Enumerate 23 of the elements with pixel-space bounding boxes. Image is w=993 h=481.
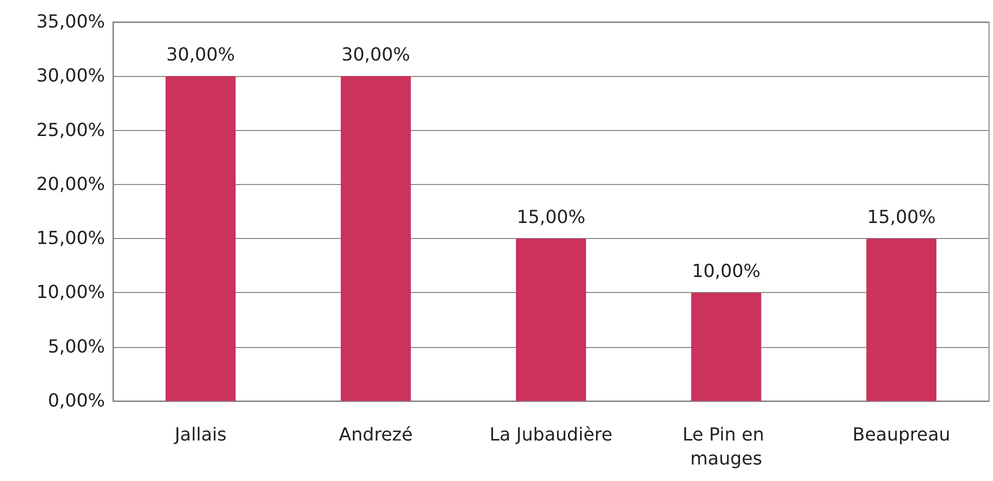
bar bbox=[866, 238, 936, 401]
x-tick-label: Andrezé bbox=[338, 424, 413, 446]
bar bbox=[516, 238, 586, 401]
y-tick-label: 30,00% bbox=[36, 66, 105, 87]
y-tick-label: 15,00% bbox=[36, 228, 105, 250]
bar bbox=[691, 292, 762, 401]
y-tick-label: 25,00% bbox=[36, 120, 105, 141]
y-tick-label: 35,00% bbox=[36, 12, 105, 32]
data-label: 30,00% bbox=[341, 44, 410, 66]
data-label: 15,00% bbox=[867, 207, 936, 228]
x-tick-label: Le Pin en mauges bbox=[682, 424, 770, 470]
data-label: 30,00% bbox=[166, 44, 235, 66]
x-tick-label: Jallais bbox=[174, 424, 226, 446]
y-tick-label: 20,00% bbox=[36, 174, 105, 195]
x-tick-label: La Jubaudière bbox=[490, 424, 612, 446]
y-tick-label: 10,00% bbox=[36, 282, 105, 304]
y-tick-label: 5,00% bbox=[48, 336, 105, 358]
data-label: 10,00% bbox=[692, 261, 761, 282]
data-label: 15,00% bbox=[516, 207, 586, 228]
x-tick-label: Beaupreau bbox=[852, 424, 950, 446]
y-tick-label: 0,00% bbox=[48, 390, 105, 412]
bar bbox=[340, 76, 411, 401]
bar bbox=[166, 76, 236, 401]
